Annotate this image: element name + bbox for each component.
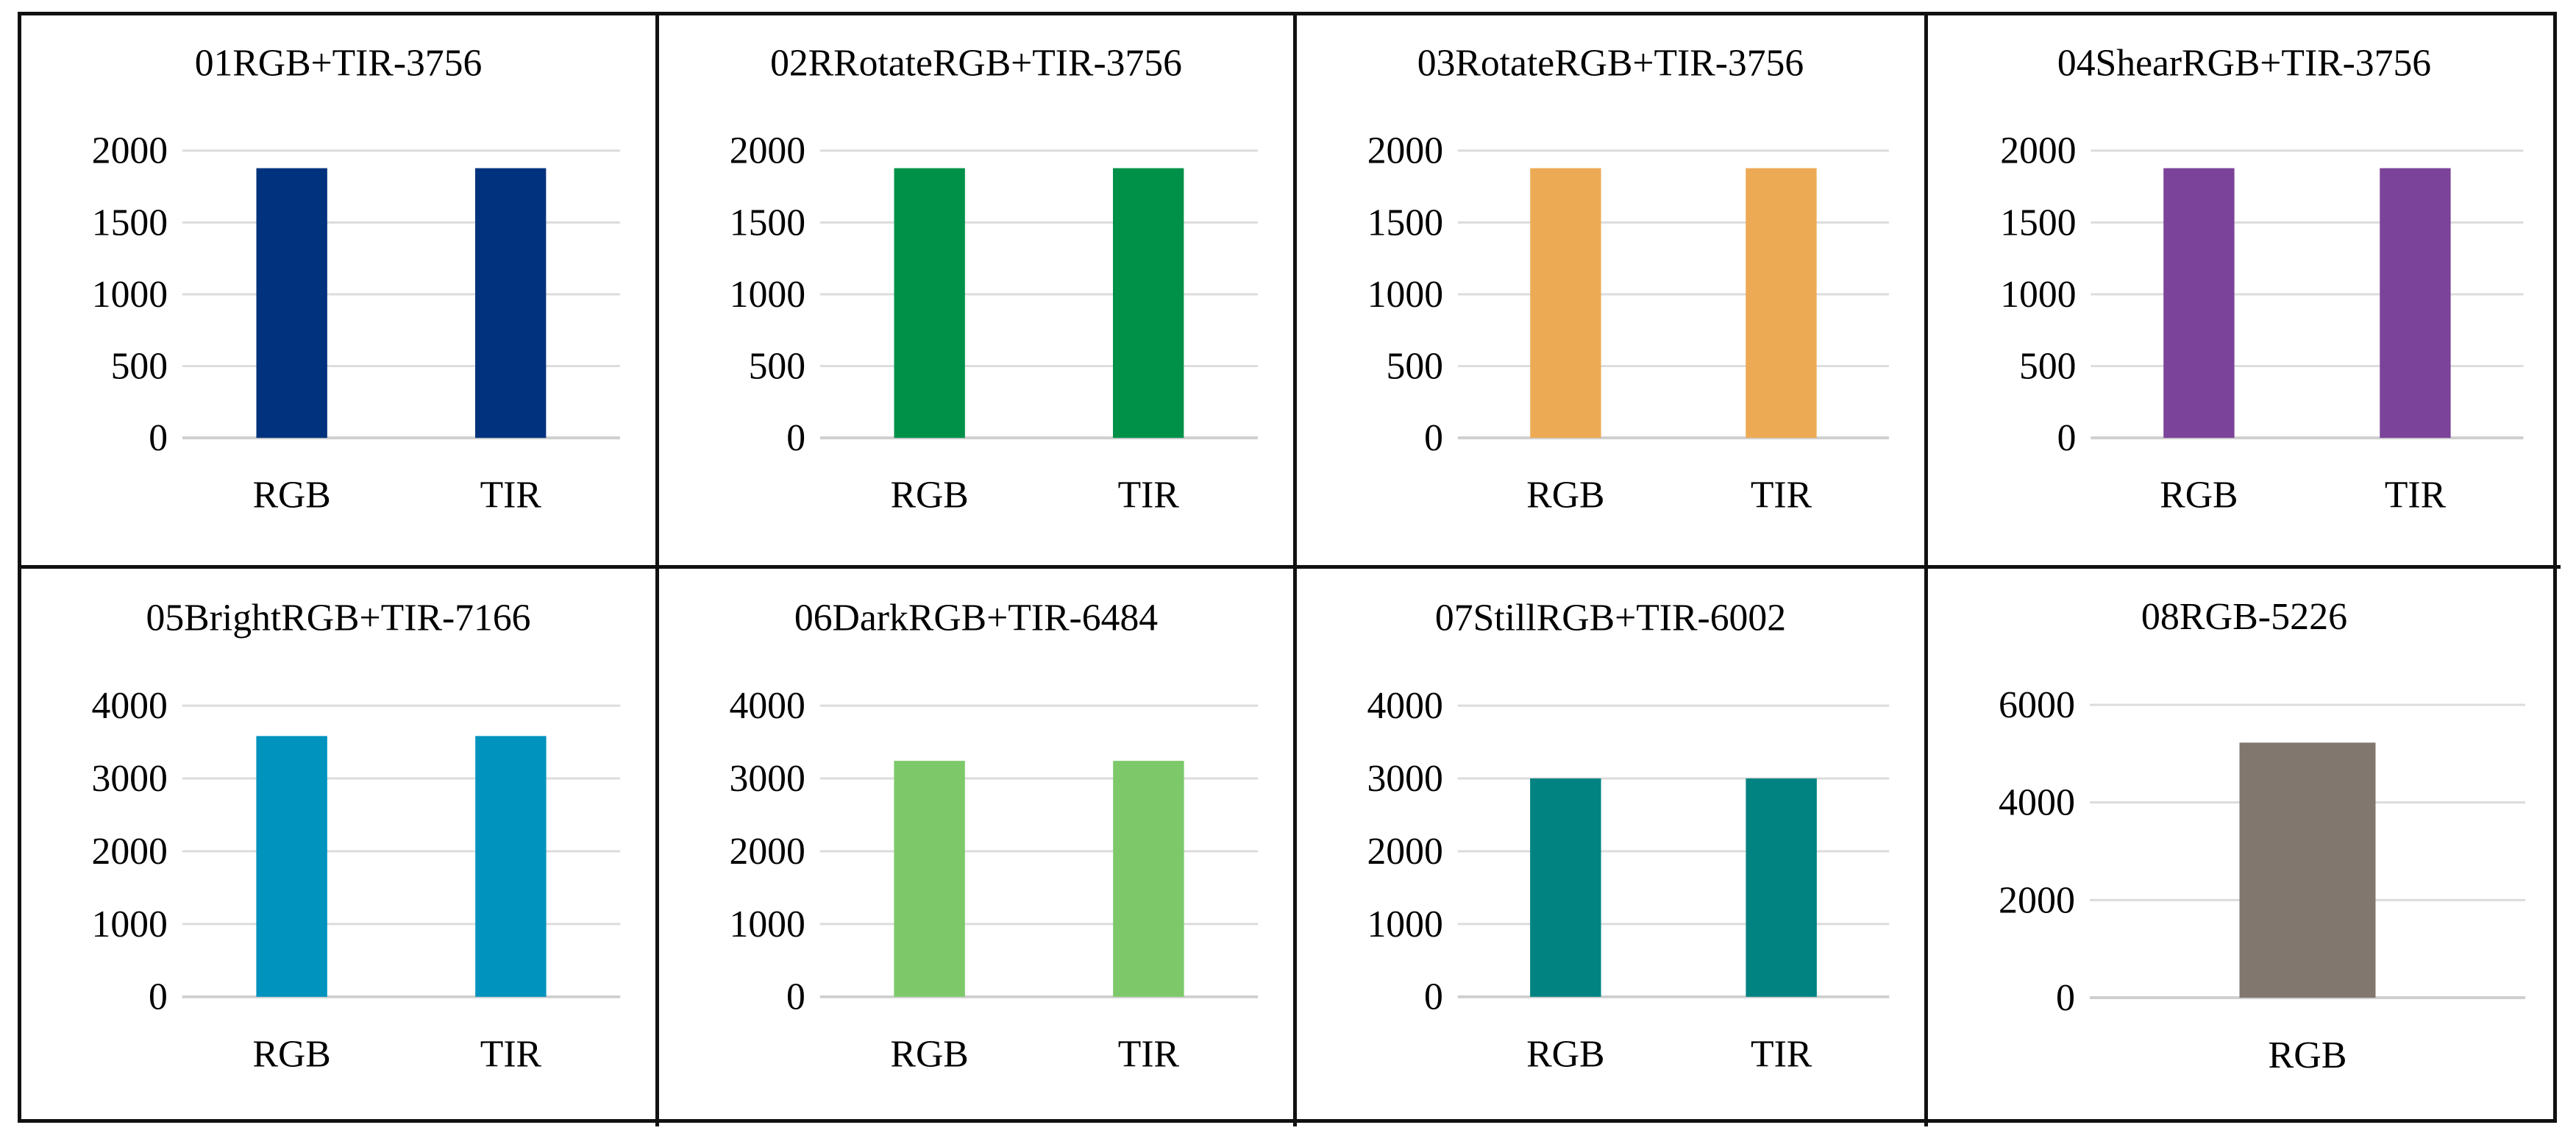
chart-svg: 01RGB+TIR-3756 0 500 1000 1500 2000 RGB TIR (92, 42, 620, 516)
x-category-label: TIR (480, 475, 542, 516)
y-tick-label: 1000 (1367, 274, 1443, 316)
y-tick-label: 500 (1387, 345, 1443, 387)
chart-svg: 07StillRGB+TIR-6002 0 1000 2000 3000 4000 RGB T… (1367, 597, 1890, 1075)
y-tick-label: 0 (2057, 417, 2077, 459)
chart-panel-4: 04ShearRGB+TIR-3756 0 500 1000 1500 2000 RGB TI… (1928, 15, 2561, 569)
y-tick-label: 2000 (2000, 130, 2076, 172)
chart-panel-8: 08RGB-5226 0 2000 4000 6000 RGB (1928, 569, 2561, 1126)
chart-panel-3: 03RotateRGB+TIR-3756 0 500 1000 1500 2000 RGB T… (1297, 15, 1928, 569)
x-category-label: TIR (2385, 475, 2447, 516)
chart-svg: 08RGB-5226 0 2000 4000 6000 RGB (1999, 596, 2525, 1076)
y-tick-label: 2000 (1999, 879, 2075, 921)
x-category-label: TIR (480, 1033, 542, 1075)
bar-tir (1113, 761, 1184, 997)
y-tick-label: 0 (1424, 417, 1443, 459)
y-tick-label: 500 (2019, 345, 2076, 387)
bar-rgb (2163, 168, 2235, 439)
y-tick-label: 4000 (1367, 685, 1442, 727)
x-category-label: TIR (1118, 1033, 1180, 1075)
y-tick-label: 1000 (1367, 904, 1442, 945)
y-tick-label: 0 (149, 976, 168, 1018)
y-tick-label: 0 (786, 976, 805, 1018)
chart-title: 02RRotateRGB+TIR-3756 (770, 42, 1182, 84)
y-tick-label: 500 (111, 345, 168, 387)
y-tick-label: 2000 (1367, 831, 1442, 873)
y-tick-label: 1500 (1367, 202, 1443, 244)
y-tick-label: 2000 (91, 831, 167, 873)
bar-rgb (894, 761, 965, 997)
bar-tir (475, 736, 547, 997)
chart-panel-1: 01RGB+TIR-3756 0 500 1000 1500 2000 RGB TIR (21, 15, 659, 569)
bar-rgb (1530, 168, 1601, 439)
y-tick-label: 4000 (91, 685, 167, 727)
bar-tir (475, 168, 547, 439)
chart-title: 06DarkRGB+TIR-6484 (794, 597, 1158, 639)
chart-panel-7: 07StillRGB+TIR-6002 0 1000 2000 3000 4000 RGB T… (1297, 569, 1928, 1126)
bar-rgb (256, 168, 327, 439)
bar-tir (1746, 168, 1817, 439)
chart-svg: 03RotateRGB+TIR-3756 0 500 1000 1500 2000 RGB T… (1367, 42, 1889, 516)
chart-grid: 01RGB+TIR-3756 0 500 1000 1500 2000 RGB TIR 02RR… (18, 12, 2561, 1126)
chart-title: 05BrightRGB+TIR-7166 (146, 597, 530, 639)
chart-svg: 04ShearRGB+TIR-3756 0 500 1000 1500 2000 RGB TI… (2000, 42, 2524, 516)
x-category-label: RGB (2269, 1034, 2347, 1076)
bar-tir (1113, 168, 1184, 439)
x-category-label: RGB (252, 1033, 330, 1075)
y-tick-label: 1500 (92, 202, 168, 244)
y-tick-label: 3000 (729, 758, 805, 800)
bar-tir (2380, 168, 2451, 439)
y-tick-label: 1500 (2000, 202, 2076, 244)
y-tick-label: 2000 (730, 130, 805, 172)
chart-title: 04ShearRGB+TIR-3756 (2057, 42, 2431, 84)
chart-title: 08RGB-5226 (2141, 596, 2347, 638)
y-tick-label: 4000 (1999, 782, 2075, 824)
bar-rgb (1530, 778, 1601, 997)
chart-panel-2: 02RRotateRGB+TIR-3756 0 500 1000 1500 2000 RGB… (659, 15, 1297, 569)
y-tick-label: 1000 (2000, 274, 2076, 316)
chart-panel-5: 05BrightRGB+TIR-7166 0 1000 2000 3000 4000 RGB… (21, 569, 659, 1126)
bar-rgb (2239, 742, 2376, 998)
chart-svg: 02RRotateRGB+TIR-3756 0 500 1000 1500 2000 RGB… (730, 42, 1258, 516)
y-tick-label: 0 (786, 417, 805, 459)
y-tick-label: 2000 (92, 130, 168, 172)
x-category-label: RGB (2160, 475, 2238, 516)
y-tick-label: 0 (149, 417, 168, 459)
x-category-label: TIR (1751, 1033, 1812, 1075)
bar-tir (1746, 778, 1817, 997)
chart-svg: 05BrightRGB+TIR-7166 0 1000 2000 3000 4000 RGB… (91, 597, 621, 1075)
x-category-label: TIR (1751, 475, 1812, 516)
y-tick-label: 1500 (730, 202, 805, 244)
bar-rgb (256, 736, 327, 997)
chart-svg: 06DarkRGB+TIR-6484 0 1000 2000 3000 4000 RGB TI… (729, 597, 1259, 1075)
chart-title: 07StillRGB+TIR-6002 (1435, 597, 1786, 639)
chart-panel-6: 06DarkRGB+TIR-6484 0 1000 2000 3000 4000 RGB TI… (659, 569, 1297, 1126)
y-tick-label: 0 (1424, 976, 1443, 1018)
x-category-label: TIR (1118, 475, 1180, 516)
y-tick-label: 500 (749, 345, 805, 387)
y-tick-label: 2000 (1367, 130, 1443, 172)
y-tick-label: 1000 (729, 904, 805, 945)
y-tick-label: 1000 (730, 274, 805, 316)
y-tick-label: 1000 (91, 904, 167, 945)
y-tick-label: 3000 (1367, 758, 1442, 800)
x-category-label: RGB (1526, 475, 1604, 516)
y-tick-label: 0 (2056, 977, 2075, 1019)
x-category-label: RGB (1526, 1033, 1604, 1075)
x-category-label: RGB (890, 1033, 968, 1075)
y-tick-label: 2000 (729, 831, 805, 873)
y-tick-label: 3000 (91, 758, 167, 800)
chart-title: 01RGB+TIR-3756 (195, 42, 483, 84)
chart-title: 03RotateRGB+TIR-3756 (1417, 42, 1804, 84)
x-category-label: RGB (891, 475, 969, 516)
y-tick-label: 6000 (1999, 684, 2075, 726)
bar-rgb (894, 168, 965, 439)
x-category-label: RGB (253, 475, 331, 516)
y-tick-label: 4000 (729, 685, 805, 727)
y-tick-label: 1000 (92, 274, 168, 316)
